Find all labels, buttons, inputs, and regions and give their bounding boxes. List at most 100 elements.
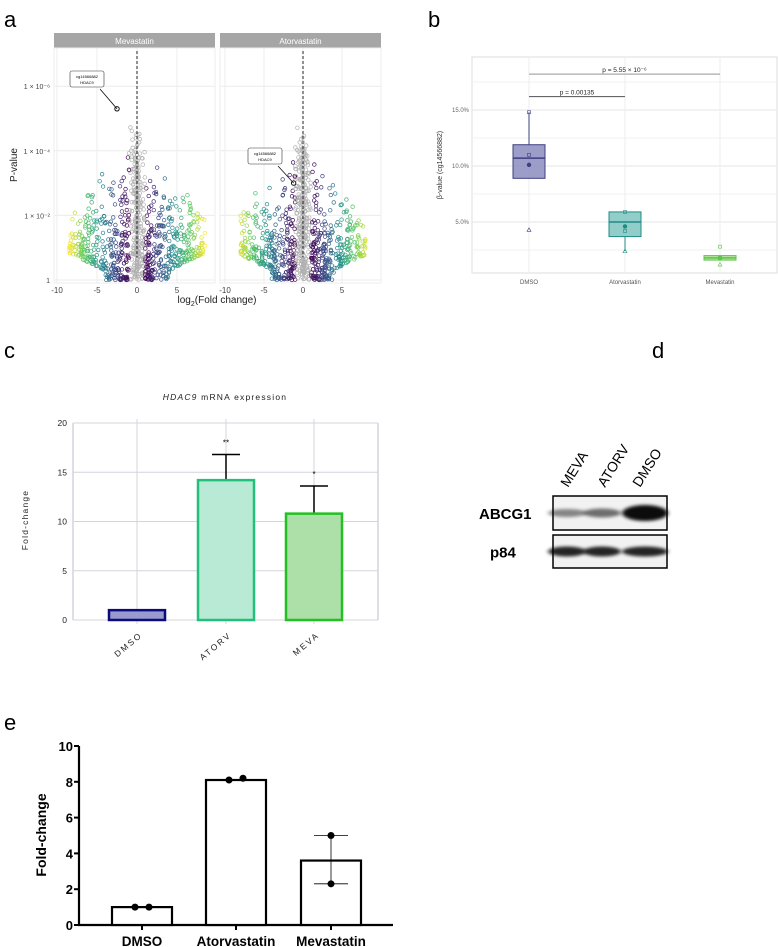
volcano-point	[166, 216, 172, 221]
volcano-point	[346, 254, 352, 259]
volcano-point	[345, 218, 350, 223]
volcano-point	[173, 196, 178, 201]
volcano-point	[303, 175, 308, 181]
volcano-point	[134, 257, 140, 262]
volcano-point	[327, 186, 332, 191]
facet-label: Atorvastatin	[279, 37, 321, 46]
volcano-point	[267, 216, 272, 221]
volcano-point	[118, 214, 123, 220]
row-label: p84	[490, 545, 517, 562]
facet-strip	[220, 33, 381, 48]
volcano-point	[86, 224, 92, 229]
volcano-point	[134, 215, 140, 220]
volcano-point	[135, 194, 140, 200]
volcano-point	[288, 248, 293, 253]
volcano-point	[130, 137, 135, 142]
panel-letter-b: b	[428, 7, 440, 32]
volcano-point	[300, 259, 305, 264]
volcano-point	[267, 213, 272, 219]
volcano-point	[129, 128, 135, 134]
volcano-point	[160, 207, 165, 212]
volcano-point	[151, 184, 157, 190]
data-point	[327, 880, 335, 888]
volcano-point	[276, 240, 281, 246]
volcano-point	[318, 207, 323, 212]
volcano-point	[335, 245, 340, 251]
volcano-point	[191, 248, 196, 253]
volcano-point	[356, 218, 361, 223]
volcano-point	[287, 204, 293, 209]
volcano-point	[76, 235, 82, 240]
volcano-point	[167, 206, 172, 211]
bar	[204, 778, 268, 927]
volcano-point	[195, 227, 200, 232]
volcano-point	[347, 222, 352, 227]
volcano-point	[158, 272, 163, 278]
volcano-point	[350, 228, 355, 233]
volcano-point	[282, 234, 287, 240]
volcano-point	[331, 270, 336, 275]
volcano-point	[111, 260, 117, 266]
volcano-point	[89, 200, 94, 205]
volcano-point	[137, 137, 143, 142]
volcano-point	[152, 247, 157, 252]
volcano-point	[308, 184, 313, 190]
volcano-point	[297, 169, 302, 174]
volcano-point	[121, 175, 126, 180]
volcano-point	[157, 211, 162, 216]
volcano-point	[316, 257, 322, 262]
volcano-point	[238, 242, 244, 247]
volcano-point	[319, 277, 324, 283]
volcano-point	[283, 211, 289, 216]
volcano-point	[293, 197, 298, 202]
volcano-point	[270, 265, 275, 270]
volcano-point	[68, 241, 73, 246]
volcano-point	[296, 155, 301, 160]
volcano-point	[91, 223, 96, 228]
volcano-points	[67, 125, 208, 283]
volcano-point	[246, 256, 251, 261]
volcano-point	[113, 250, 118, 255]
volcano-point	[291, 274, 296, 279]
volcano-point	[138, 229, 143, 234]
volcano-point	[170, 225, 175, 230]
volcano-point	[117, 184, 123, 189]
volcano-point	[174, 233, 180, 238]
volcano-point	[187, 256, 193, 261]
volcano-point	[300, 225, 305, 230]
volcano-point	[321, 241, 327, 247]
volcano-point	[260, 231, 266, 236]
volcano-point	[136, 204, 141, 209]
volcano-point	[256, 245, 262, 250]
volcano-point	[363, 237, 368, 242]
volcano-point	[165, 261, 170, 266]
volcano-point	[283, 220, 289, 226]
volcano-point	[289, 194, 295, 199]
volcano-point	[147, 242, 152, 248]
x-tick-label: DMSO	[112, 630, 144, 659]
lane-label: ATORV	[594, 441, 633, 490]
volcano-point	[312, 162, 317, 167]
y-tick-label: 10.0%	[452, 164, 470, 170]
volcano-point	[113, 222, 118, 228]
volcano-point	[180, 195, 185, 201]
volcano-point	[135, 197, 140, 203]
volcano-point	[254, 201, 259, 206]
y-tick-label: 5	[62, 566, 67, 576]
volcano-point	[271, 256, 276, 261]
volcano-point	[345, 247, 350, 252]
volcano-point	[251, 235, 257, 240]
volcano-point	[269, 232, 274, 237]
volcano-point	[133, 219, 138, 225]
volcano-point	[112, 202, 118, 207]
volcano-point	[139, 261, 144, 266]
significance-marker: *	[312, 470, 315, 479]
volcano-point	[130, 229, 135, 234]
volcano-point	[322, 276, 328, 281]
volcano-point	[339, 258, 344, 263]
protein-band	[548, 546, 586, 557]
volcano-point	[156, 224, 162, 229]
volcano-point	[300, 195, 306, 200]
annotation-leader	[99, 88, 118, 110]
volcano-point	[296, 244, 301, 249]
